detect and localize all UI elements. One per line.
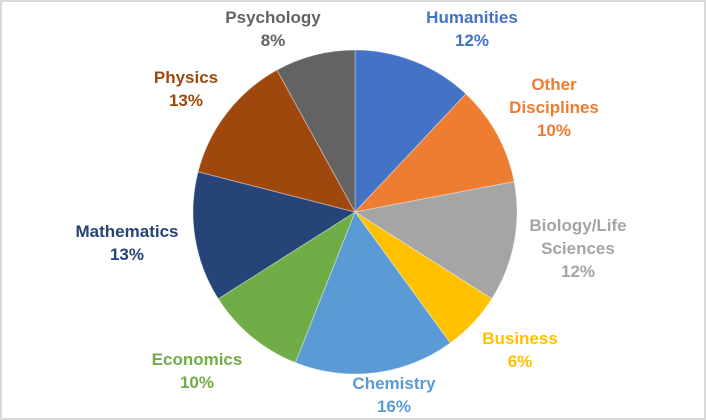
pie-slice-psychology	[276, 49, 356, 213]
pie-slice-physics	[197, 69, 356, 213]
pie-slice-chemistry	[294, 211, 451, 375]
pie-slice-biology-life-sciences	[354, 181, 518, 300]
pie-slice-mathematics	[192, 171, 356, 300]
pie-slice-humanities	[354, 49, 467, 213]
pie-slice-other-disciplines	[354, 93, 515, 213]
pie-slice-economics	[217, 211, 356, 364]
pie-slice-business	[354, 211, 493, 344]
